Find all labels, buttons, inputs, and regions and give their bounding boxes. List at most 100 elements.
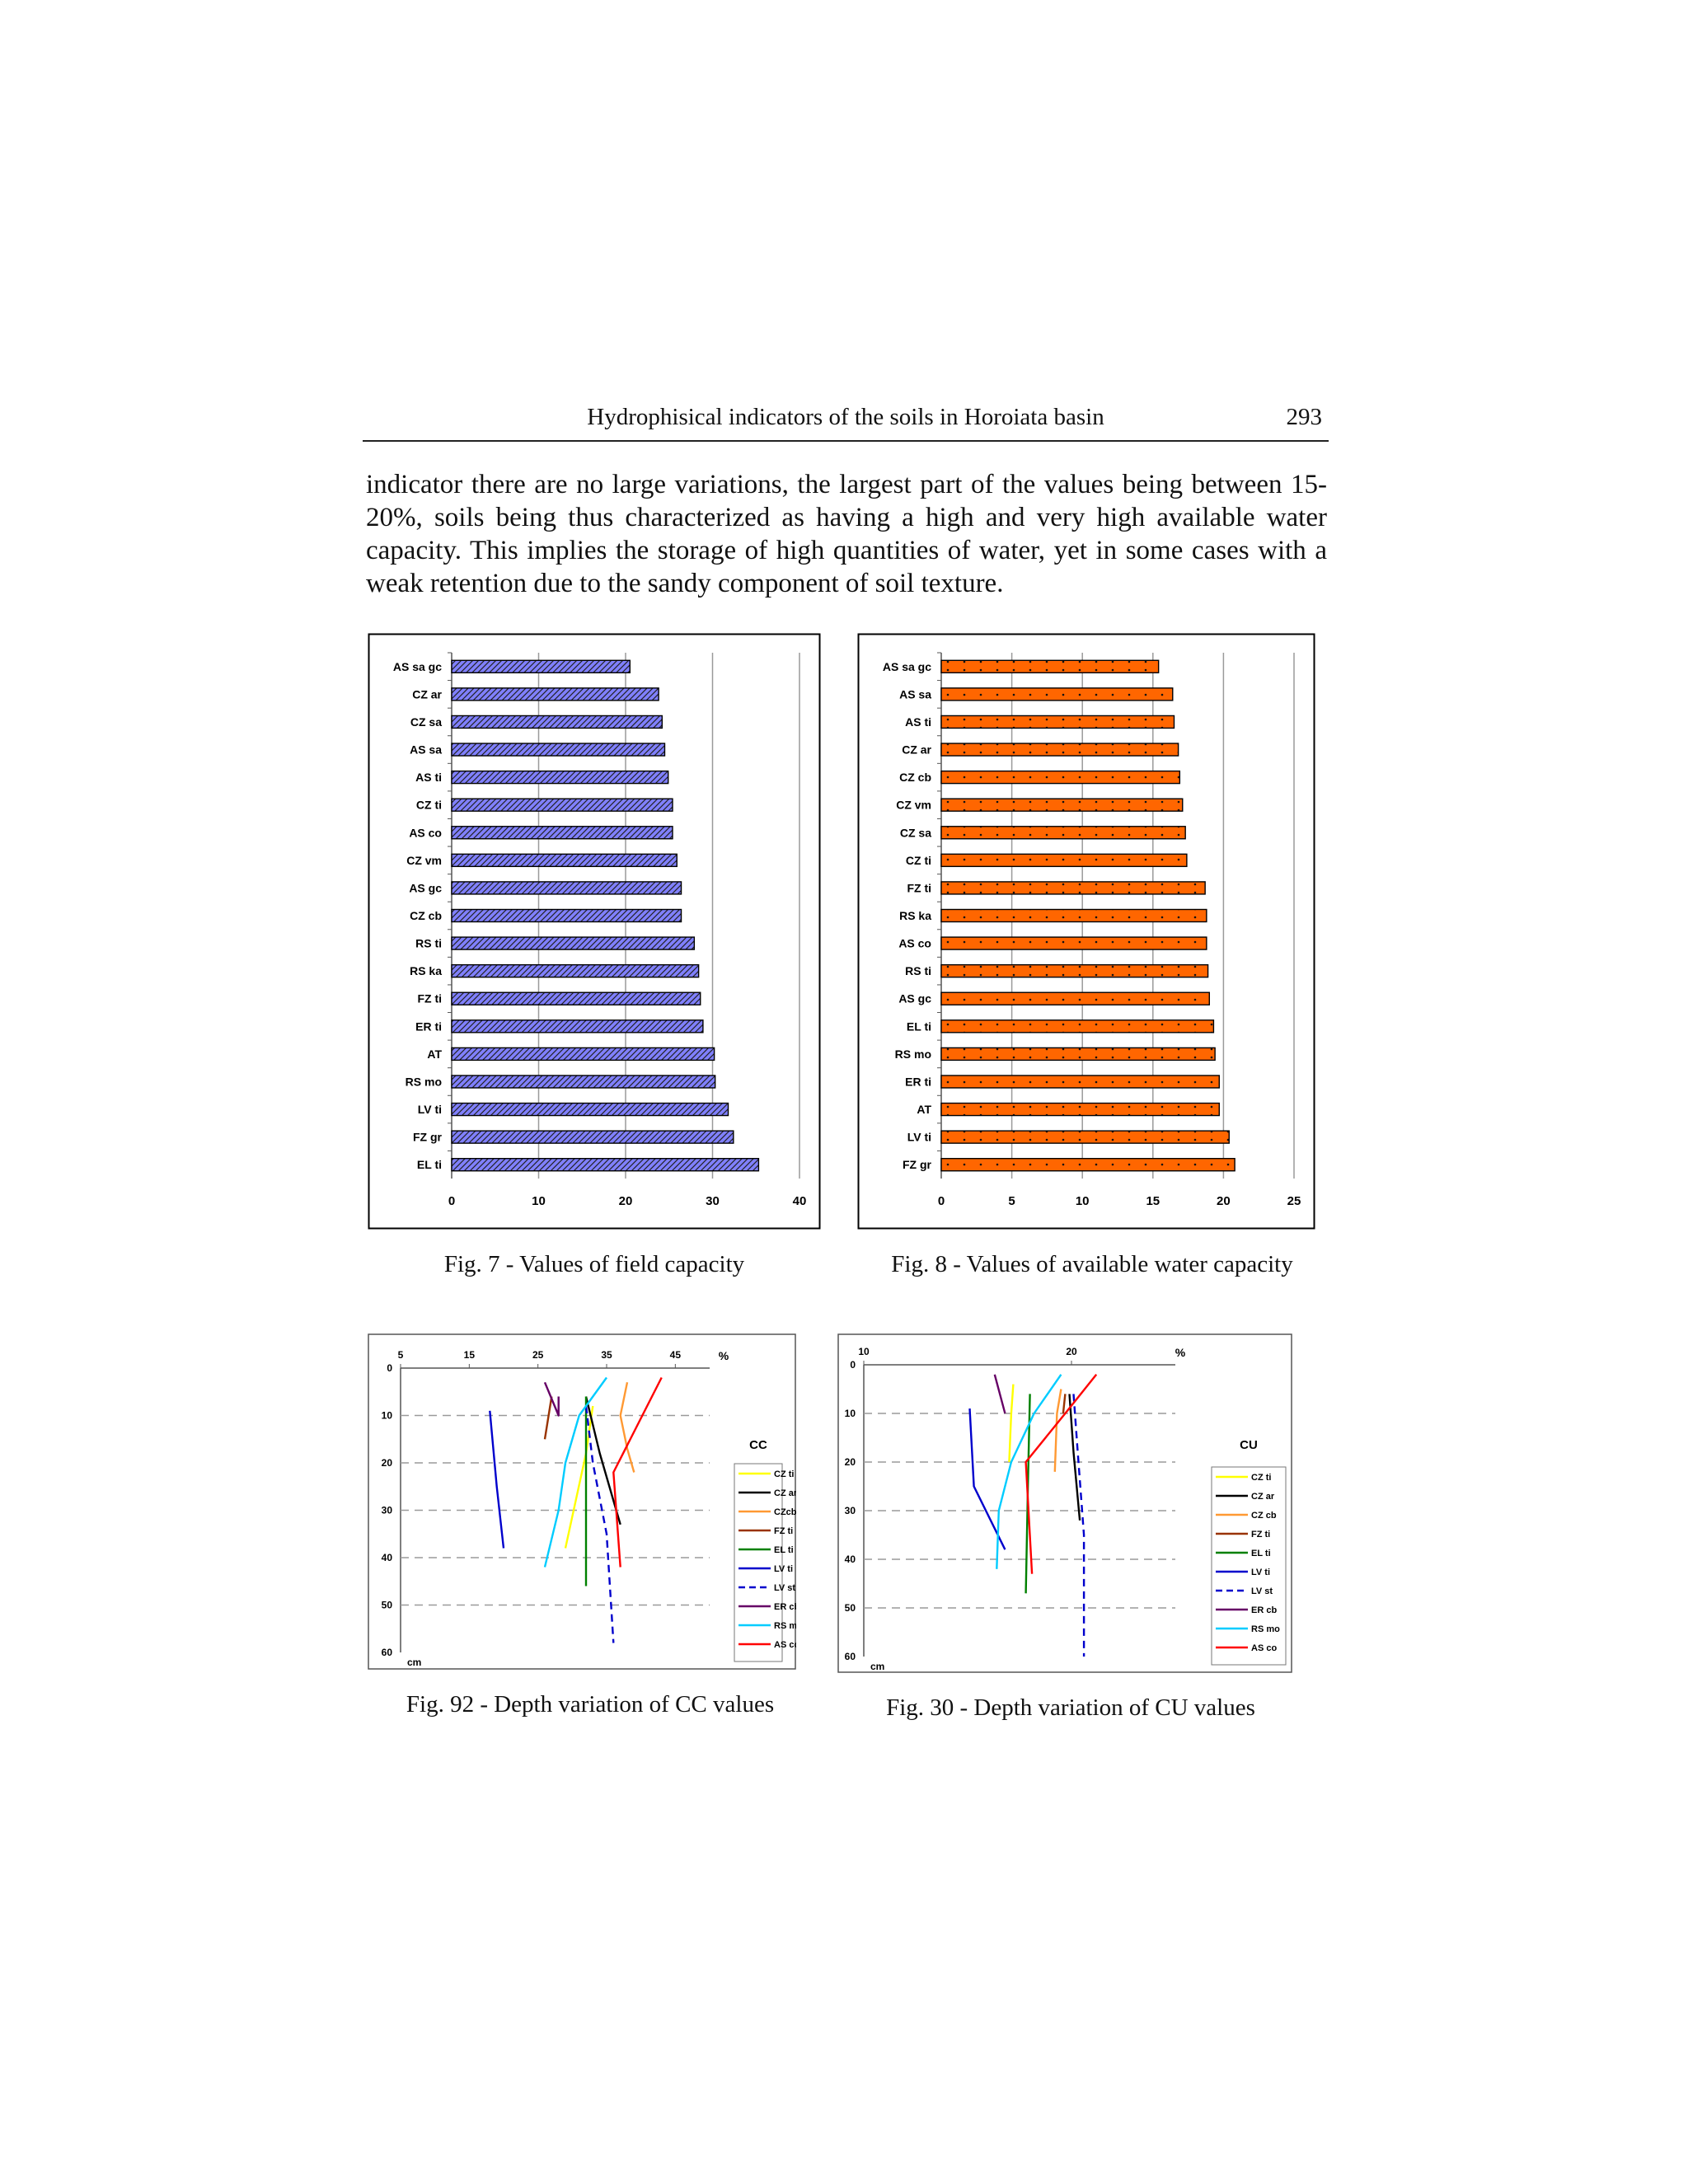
series-line-cz-ti (1008, 1384, 1015, 1463)
series-line-lv-ti (489, 1410, 505, 1549)
category-label-cz-sa: CZ sa (900, 826, 931, 839)
bar-as-ti (940, 715, 1175, 729)
y-tick-label: 10 (382, 1410, 393, 1422)
y-tick-label: 50 (382, 1600, 393, 1611)
category-label-as-co: AS co (409, 826, 442, 839)
bar-cz-ti (451, 798, 673, 812)
category-label-rs-ka: RS ka (410, 964, 442, 977)
series-line-cz-ar (1068, 1394, 1081, 1521)
category-label-cz-sa: CZ sa (410, 715, 442, 729)
category-label-as-sa-gc: AS sa gc (883, 660, 931, 673)
bar-er-ti (451, 1019, 704, 1033)
category-label-cz-ar: CZ ar (902, 743, 931, 757)
bar-as-co (451, 826, 673, 840)
bar-rs-mo (940, 1047, 1216, 1062)
bar-fz-ti (451, 991, 701, 1005)
page-number: 293 (1286, 404, 1323, 430)
figure-30-cu-depth-chart: 10 20% 0 10 20 30 40 50 60 cm CU CZ ti CZ ar CZ cb FZ … (837, 1333, 1292, 1673)
series-line-lv-st (1072, 1394, 1085, 1657)
figure-92-cc-depth-chart: 5 15 25 35 45% 0 10 20 30 40 50 60 cm CC CZ ti CZ ar CZc… (368, 1333, 796, 1670)
x-tick-label: 5 (1008, 1194, 1015, 1208)
bar-fz-ti (940, 881, 1206, 895)
y-tick-label: 0 (850, 1359, 856, 1371)
y-tick-label: 20 (382, 1457, 393, 1469)
legend-label-el-ti: EL ti (1251, 1549, 1271, 1558)
fig7-svg: 0 10 20 30 40 AS sa gc CZ ar CZ sa AS sa AS ti CZ … (368, 633, 821, 1230)
category-label-cz-cb: CZ cb (899, 771, 931, 784)
legend-label-cz-ti: CZ ti (1251, 1473, 1271, 1483)
series-line-cz-ar (584, 1396, 621, 1526)
legend-box (1211, 1466, 1287, 1666)
fig8-svg: 0 5 10 15 20 25 AS sa gc AS sa AS ti CZ ar CZ cb CZ… (857, 633, 1315, 1230)
category-label-fz-gr: FZ gr (413, 1131, 443, 1144)
series-line-as-co (612, 1376, 663, 1568)
bar-cz-sa (451, 715, 663, 729)
series-line-cz-cb (1053, 1389, 1062, 1472)
legend-label-rs-mo: RS mo (774, 1621, 796, 1631)
x-tick-label: 30 (706, 1194, 720, 1208)
legend-label-lv-ti: LV ti (1251, 1568, 1270, 1577)
chart-frame (368, 1333, 796, 1670)
category-label-cz-vm: CZ vm (896, 799, 931, 812)
figure-7-caption: Fig. 7 - Values of field capacity (443, 1251, 745, 1277)
legend-label-czcb: CZcb (774, 1507, 796, 1517)
legend-label-cz-ti: CZ ti (774, 1469, 794, 1479)
category-label-el-ti: EL ti (907, 1019, 931, 1033)
x-tick-label: 25 (1287, 1194, 1301, 1208)
x-tick-label: 15 (1146, 1194, 1160, 1208)
legend-label-as-co: AS co (1251, 1643, 1277, 1653)
series-line-er-cb (543, 1381, 560, 1417)
x-tick-label: 0 (938, 1194, 945, 1208)
category-label-as-sa-gc: AS sa gc (393, 660, 442, 673)
bar-cz-vm (451, 853, 678, 868)
y-tick-label: 0 (387, 1362, 392, 1374)
legend-label-lv-ti: LV ti (774, 1564, 793, 1574)
category-label-as-ti: AS ti (905, 715, 931, 729)
category-label-rs-mo: RS mo (406, 1075, 442, 1088)
bar-as-sa-gc (451, 659, 631, 673)
bar-er-ti (940, 1075, 1220, 1089)
bar-rs-ka (451, 963, 700, 978)
x-tick-label: 20 (1066, 1346, 1077, 1357)
legend-label-cz-cb: CZ cb (1251, 1511, 1277, 1521)
bar-at (940, 1102, 1220, 1117)
legend-label-cz-ar: CZ ar (1251, 1492, 1275, 1502)
y-tick-label: 60 (845, 1651, 856, 1662)
y-unit-label: cm (870, 1661, 884, 1672)
bar-cz-cb (940, 770, 1181, 785)
bar-at (451, 1047, 715, 1062)
bar-cz-ar (451, 687, 659, 701)
running-header: Hydrophisical indicators of the soils in… (363, 402, 1329, 442)
bar-as-sa-gc (940, 659, 1160, 673)
bar-fz-gr (451, 1130, 734, 1144)
bar-cz-sa (940, 826, 1186, 840)
x-tick-label: 45 (670, 1349, 682, 1361)
category-label-cz-ar: CZ ar (412, 687, 442, 701)
figure-7-field-capacity-chart: 0 10 20 30 40 AS sa gc CZ ar CZ sa AS sa AS ti CZ … (368, 633, 821, 1230)
category-label-rs-mo: RS mo (895, 1047, 931, 1061)
y-tick-label: 50 (845, 1602, 856, 1614)
category-label-rs-ka: RS ka (899, 909, 931, 922)
series-line-lv-st (584, 1405, 615, 1643)
series-line-rs-mo (543, 1376, 607, 1568)
bar-lv-ti (451, 1102, 729, 1117)
y-tick-label: 40 (845, 1554, 856, 1565)
bar-as-sa (451, 743, 666, 757)
y-tick-label: 30 (382, 1505, 393, 1516)
bar-el-ti (451, 1158, 760, 1172)
fig92-svg: 5 15 25 35 45 % 0 10 20 30 40 50 60 cm CC CZ ti CZ ar CZc… (368, 1333, 796, 1670)
legend-label-fz-ti: FZ ti (774, 1526, 793, 1536)
bar-as-co (940, 936, 1207, 950)
chart-frame (857, 633, 1315, 1230)
bar-rs-ti (451, 936, 696, 950)
category-label-cz-ti: CZ ti (416, 799, 442, 812)
legend-title: CC (749, 1438, 767, 1452)
y-tick-label: 40 (382, 1552, 393, 1563)
category-label-as-gc: AS gc (898, 992, 931, 1005)
category-label-rs-ti: RS ti (415, 937, 442, 950)
legend-label-fz-ti: FZ ti (1251, 1530, 1270, 1540)
series-line-fz-ti (1062, 1394, 1067, 1414)
figure-92-caption: Fig. 92 - Depth variation of CC values (406, 1691, 775, 1718)
legend-label-rs-mo: RS mo (1251, 1624, 1280, 1634)
